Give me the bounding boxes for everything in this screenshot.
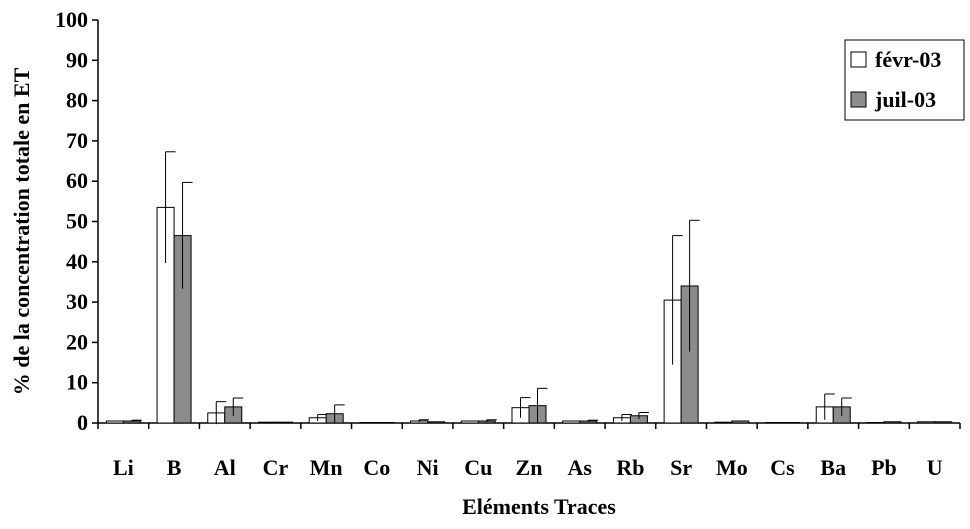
- legend: févr-03 juil-03: [844, 39, 965, 121]
- y-axis-ticks: 0 10 20 30 40 50 60 70 80 90 100: [55, 7, 98, 435]
- bar-juil-03-cs: [782, 422, 801, 424]
- y-tick-label: 50: [66, 209, 88, 234]
- x-tick-label: Al: [214, 455, 236, 480]
- y-tick-label: 10: [66, 370, 88, 395]
- y-tick-label: 90: [66, 47, 88, 72]
- x-tick-label: Cr: [263, 455, 289, 480]
- bar-fevr-03-pb: [866, 422, 885, 424]
- legend-label: juil-03: [874, 87, 936, 112]
- y-tick-label: 40: [66, 249, 88, 274]
- bar-fevr-03-cs: [765, 422, 784, 424]
- x-tick-label: B: [167, 455, 182, 480]
- bar-fevr-03-li: [105, 420, 124, 424]
- bar-fevr-03-mo: [714, 421, 733, 424]
- bar-fevr-03-co: [359, 422, 378, 424]
- x-tick-label: U: [927, 455, 943, 480]
- x-tick-label: Cs: [770, 455, 795, 480]
- x-tick-label: Co: [363, 455, 390, 480]
- x-tick-label: Sr: [670, 455, 692, 480]
- x-tick-label: Ba: [820, 455, 846, 480]
- y-tick-label: 70: [66, 128, 88, 153]
- x-tick-label: Zn: [516, 455, 543, 480]
- legend-swatch: [850, 51, 867, 68]
- x-tick-label: Mn: [310, 455, 343, 480]
- bar-fevr-03-cu: [460, 420, 479, 424]
- x-tick-label: Mo: [716, 455, 748, 480]
- y-axis-title: % de la concentration totale en ET: [9, 67, 34, 395]
- bar-juil-03-cr: [274, 421, 293, 424]
- legend-swatch: [850, 91, 867, 108]
- y-tick-label: 0: [77, 410, 88, 435]
- x-tick-label: Li: [113, 455, 134, 480]
- y-tick-label: 60: [66, 168, 88, 193]
- bar-juil-03-mo: [731, 420, 750, 424]
- bar-juil-03-ni: [427, 421, 446, 424]
- bar-juil-03-pb: [883, 421, 902, 424]
- bar-juil-03-co: [376, 422, 395, 424]
- y-tick-label: 80: [66, 88, 88, 113]
- bar-juil-03-u: [934, 421, 953, 424]
- y-tick-label: 20: [66, 329, 88, 354]
- x-tick-label: Pb: [871, 455, 897, 480]
- x-tick-label: Ni: [417, 455, 439, 480]
- x-tick-label: Cu: [464, 455, 492, 480]
- x-tick-label: Rb: [616, 455, 644, 480]
- axes: [97, 20, 961, 429]
- y-tick-label: 100: [55, 7, 88, 32]
- legend-label: févr-03: [875, 47, 941, 72]
- x-axis-labels: Li B Al Cr Mn Co Ni Cu Zn As Rb Sr Mo Cs Ba Pb U: [113, 455, 943, 480]
- x-axis-title: Eléments Traces: [462, 494, 616, 519]
- bar-fevr-03-as: [562, 420, 581, 424]
- bar-fevr-03-u: [917, 421, 936, 424]
- y-tick-label: 30: [66, 289, 88, 314]
- bar-fevr-03-cr: [257, 421, 276, 424]
- bars: [105, 151, 953, 425]
- x-tick-label: As: [567, 455, 592, 480]
